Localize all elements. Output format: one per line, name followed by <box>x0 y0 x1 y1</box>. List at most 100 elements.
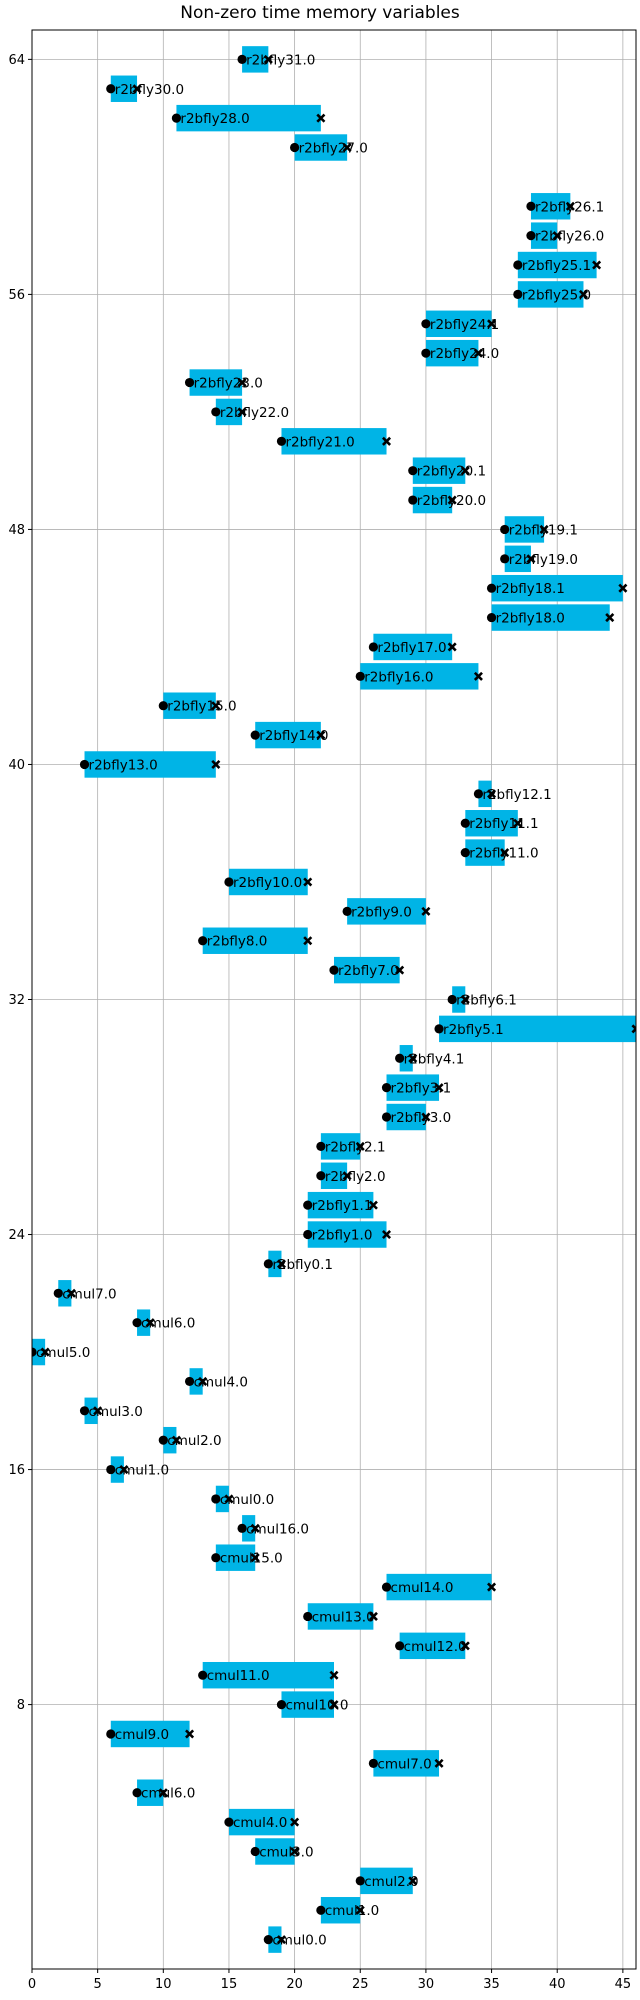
task-label: cmul13.0 <box>312 1609 375 1625</box>
start-marker <box>250 1846 260 1857</box>
x-tick-label: 0 <box>28 1977 36 1992</box>
task-bar <box>110 1456 124 1483</box>
start-marker <box>211 407 221 417</box>
end-marker <box>565 201 575 211</box>
end-marker <box>237 407 247 417</box>
task-label: r2bfly28.0 <box>180 111 249 127</box>
task-label: cmul3.0 <box>89 1404 143 1420</box>
start-marker <box>316 1905 326 1915</box>
end-marker <box>290 1817 300 1827</box>
task-label: r2bfly23.0 <box>194 376 263 392</box>
end-marker <box>303 877 313 887</box>
end-marker <box>250 1553 260 1563</box>
start-marker <box>368 1758 378 1768</box>
start-marker <box>106 1729 116 1739</box>
end-marker <box>605 613 615 623</box>
task-label: r2bfly2.1 <box>325 1139 386 1155</box>
task-bar <box>163 1426 177 1454</box>
task-bar <box>439 1015 636 1043</box>
task-bar <box>215 1485 229 1513</box>
end-marker <box>342 142 352 153</box>
task-bar <box>517 251 597 279</box>
start-marker <box>184 377 195 388</box>
task-label: r2bfly25.0 <box>522 287 591 303</box>
start-marker <box>132 1788 142 1798</box>
task-bar <box>110 1720 190 1748</box>
start-marker <box>184 1376 195 1387</box>
task-bar <box>176 104 321 132</box>
end-marker <box>434 1083 444 1093</box>
task-label: cmul1.0 <box>115 1463 169 1479</box>
task-bar <box>215 1544 256 1571</box>
start-marker <box>198 936 208 946</box>
task-label: cmul2.0 <box>167 1433 221 1449</box>
x-tick-label: 5 <box>94 1977 102 1992</box>
task-bar <box>517 281 584 308</box>
end-marker <box>66 1288 76 1298</box>
end-marker <box>303 936 313 946</box>
x-tick-label: 25 <box>352 1977 369 1992</box>
end-marker <box>368 1611 378 1621</box>
end-marker <box>237 378 247 388</box>
start-marker <box>421 319 431 329</box>
end-marker <box>211 701 221 711</box>
task-label: r2bfly6.1 <box>456 993 517 1009</box>
start-marker <box>106 1464 116 1475</box>
task-bar <box>399 1632 466 1660</box>
task-label: r2bfly0.1 <box>272 1257 333 1273</box>
y-tick-label: 24 <box>8 1228 25 1243</box>
task-label: cmul9.0 <box>115 1727 169 1743</box>
task-label: r2bfly19.0 <box>509 552 578 568</box>
task-label: r2bfly22.0 <box>220 405 289 421</box>
task-bar <box>425 310 492 338</box>
task-bar <box>465 839 505 866</box>
start-marker <box>316 1171 326 1181</box>
task-label: r2bfly12.1 <box>482 787 551 803</box>
axes-ticks: 0 5 10 15 20 25 30 35 40 45 8 16 24 32 40 48 56 64 <box>8 53 631 1992</box>
start-marker <box>460 818 470 828</box>
start-marker <box>486 612 497 623</box>
task-bar <box>268 1250 282 1278</box>
start-marker <box>486 583 497 593</box>
task-bar <box>452 986 466 1013</box>
task-bar <box>373 1750 440 1777</box>
start-marker <box>408 495 418 505</box>
task-label: cmul12.0 <box>404 1639 467 1655</box>
task-bar <box>307 1603 374 1630</box>
start-marker <box>198 1670 208 1680</box>
task-label: cmul7.0 <box>377 1756 431 1772</box>
end-marker <box>382 436 392 446</box>
task-label: r2bfly3.1 <box>391 1081 452 1097</box>
start-marker <box>263 1259 273 1269</box>
x-tick-label: 40 <box>549 1977 566 1992</box>
start-marker <box>276 1699 287 1710</box>
start-marker <box>368 642 378 652</box>
end-marker <box>368 1200 378 1210</box>
end-marker <box>329 1700 339 1710</box>
start-marker <box>434 1024 444 1034</box>
task-bar <box>32 1338 46 1366</box>
task-label: r2bfly31.0 <box>246 52 315 68</box>
end-marker <box>290 1846 300 1856</box>
task-bar <box>307 1221 387 1248</box>
task-label: cmul0.0 <box>272 1933 326 1949</box>
x-tick-label: 15 <box>221 1977 238 1992</box>
task-bar <box>268 1926 282 1953</box>
y-tick-label: 56 <box>8 288 25 303</box>
task-label: cmul5.0 <box>36 1345 90 1361</box>
task-label: cmul4.0 <box>233 1815 287 1831</box>
end-marker <box>592 260 602 270</box>
start-marker <box>303 1200 313 1210</box>
end-marker <box>263 54 273 64</box>
end-marker <box>631 1024 636 1034</box>
task-label: r2bfly7.0 <box>338 963 399 979</box>
task-label: cmul6.0 <box>141 1316 195 1332</box>
task-bar <box>491 574 623 602</box>
start-marker <box>316 1141 326 1151</box>
end-marker <box>500 848 510 858</box>
start-marker <box>526 231 536 241</box>
task-label: r2bfly21.0 <box>285 434 354 450</box>
start-marker <box>79 1406 90 1416</box>
task-bar <box>360 663 479 690</box>
start-marker <box>447 994 457 1005</box>
